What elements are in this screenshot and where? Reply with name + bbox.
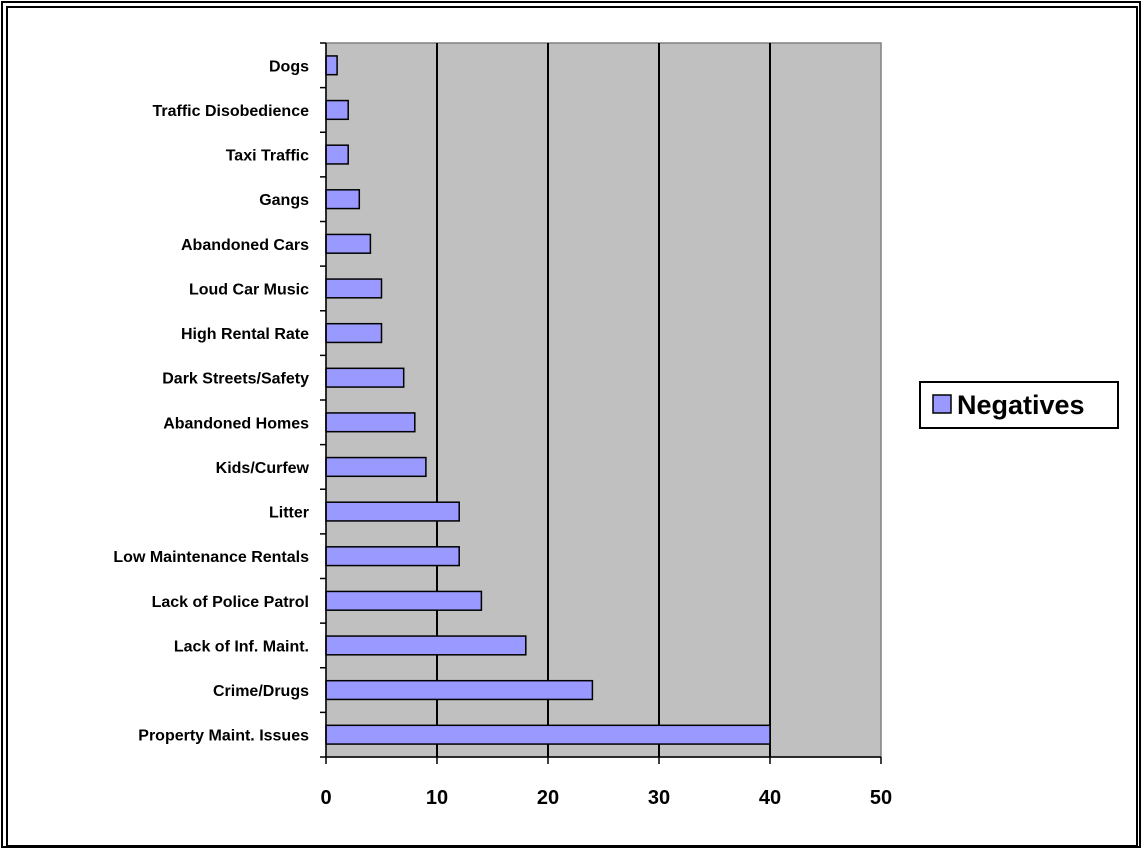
bars	[325, 55, 771, 745]
category-label: Crime/Drugs	[213, 683, 309, 700]
category-label: Gangs	[259, 192, 309, 209]
bar	[325, 724, 771, 745]
bar	[325, 233, 372, 254]
legend-label: Negatives	[957, 390, 1085, 420]
category-label: Low Maintenance Rentals	[113, 549, 309, 566]
legend-box	[919, 381, 1119, 429]
bar	[325, 322, 383, 344]
bar	[325, 367, 405, 388]
bar	[325, 546, 460, 567]
x-tick-label: 40	[759, 787, 781, 809]
category-label: Loud Car Music	[189, 281, 309, 298]
category-label: Taxi Traffic	[226, 148, 309, 165]
x-tick-labels: 0 10 20 30 40 50	[320, 787, 892, 809]
category-label: Abandoned Homes	[163, 415, 309, 432]
category-label: High Rental Rate	[181, 326, 309, 343]
x-tick-label: 10	[426, 787, 448, 809]
category-label: Dark Streets/Safety	[162, 371, 309, 388]
bar	[325, 99, 349, 121]
category-label: Kids/Curfew	[216, 460, 310, 477]
category-labels: Dogs Traffic Disobedience Taxi Traffic Gang…	[113, 58, 309, 744]
bar	[325, 679, 594, 701]
bar	[325, 55, 338, 76]
x-tick-label: 50	[870, 787, 892, 809]
category-label: Litter	[269, 505, 309, 522]
bar	[325, 590, 483, 611]
legend-swatch	[932, 394, 952, 414]
legend: Negatives	[919, 381, 1119, 429]
x-tick-label: 0	[320, 787, 331, 809]
category-label: Traffic Disobedience	[153, 103, 310, 120]
category-label: Lack of Police Patrol	[152, 594, 309, 611]
bar	[325, 635, 527, 656]
bar	[325, 189, 361, 210]
category-label: Lack of Inf. Maint.	[174, 638, 309, 655]
x-tick-label: 30	[648, 787, 670, 809]
axes	[320, 42, 882, 764]
category-label: Abandoned Cars	[181, 237, 309, 254]
category-label: Property Maint. Issues	[138, 728, 309, 745]
x-tick-label: 20	[537, 787, 559, 809]
bar	[325, 144, 349, 165]
category-label: Dogs	[269, 58, 309, 75]
bar	[325, 456, 427, 478]
bar	[325, 412, 416, 433]
bar	[325, 501, 460, 522]
bar	[325, 278, 383, 299]
chart-frame-inner	[6, 6, 1138, 847]
